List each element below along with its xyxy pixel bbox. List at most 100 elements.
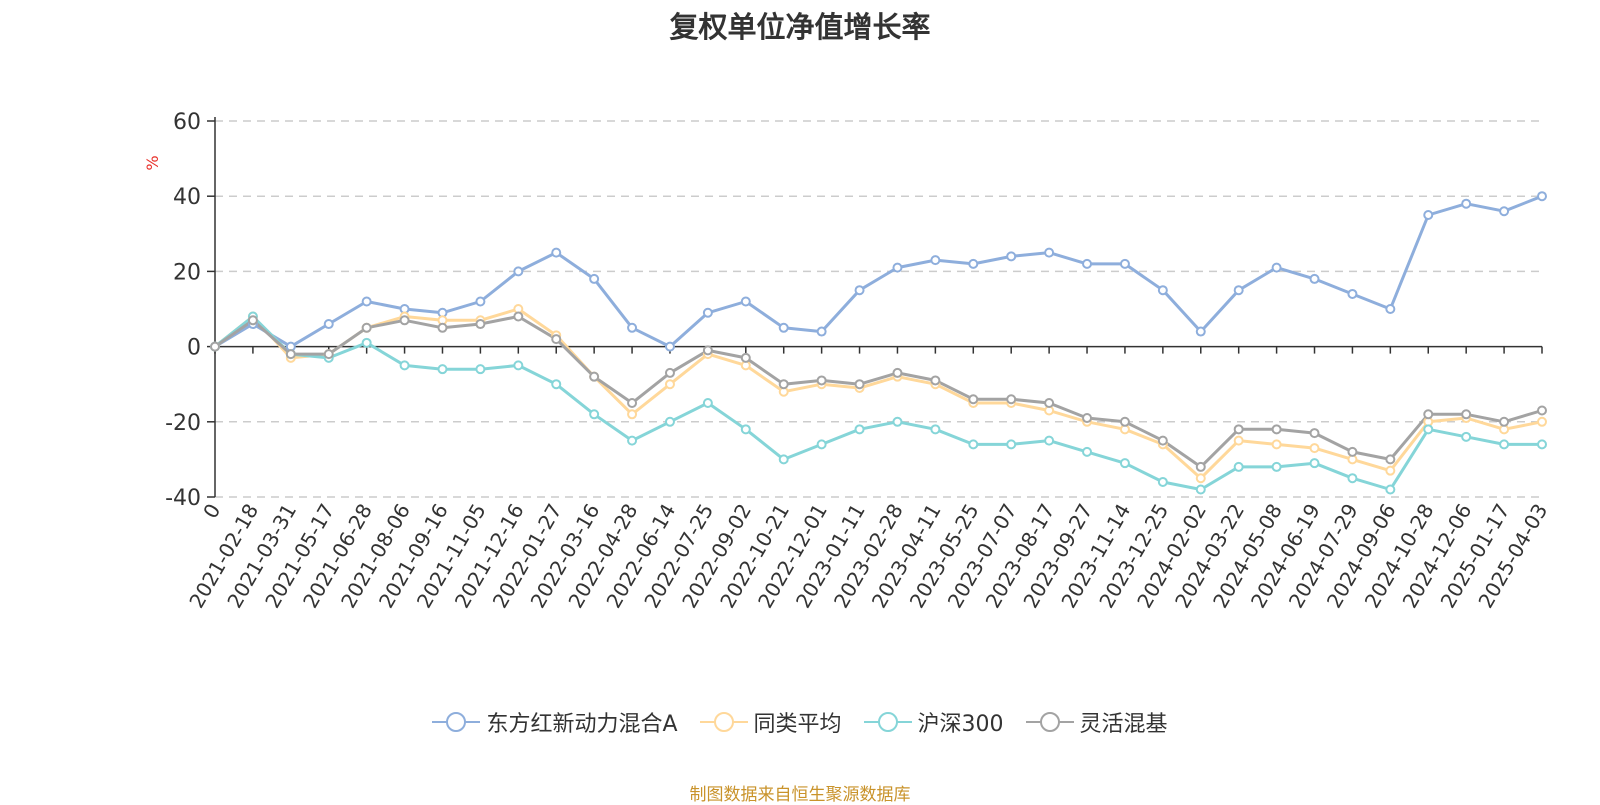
legend-label: 东方红新动力混合A bbox=[486, 712, 678, 737]
series-1-point bbox=[1271, 262, 1282, 273]
series-4-point bbox=[1385, 454, 1396, 465]
series-4-point bbox=[778, 379, 789, 390]
series-line-1 bbox=[214, 194, 1543, 349]
series-4-point bbox=[1537, 405, 1547, 416]
series-4-point bbox=[702, 345, 713, 356]
series-1-point bbox=[968, 258, 979, 269]
series-1-point bbox=[664, 341, 675, 352]
series-3-point bbox=[664, 416, 675, 427]
series-3-point bbox=[968, 439, 979, 450]
series-4-point bbox=[930, 375, 941, 386]
series-3-point bbox=[1044, 435, 1055, 446]
series-1-point bbox=[1347, 288, 1358, 299]
series-4-point bbox=[1347, 446, 1358, 457]
series-3-point bbox=[1233, 461, 1244, 472]
legend: 东方红新动力混合A 同类平均 沪深300 灵活混基 bbox=[0, 706, 1600, 738]
y-axis-label: % bbox=[143, 155, 162, 170]
series-4-point bbox=[399, 315, 410, 326]
series-3-point bbox=[1157, 476, 1168, 487]
series-4-point bbox=[437, 322, 448, 333]
series-4-point bbox=[892, 367, 903, 378]
series-1-point bbox=[1537, 191, 1547, 202]
source-note: 制图数据来自恒生聚源数据库 bbox=[689, 785, 911, 805]
series-4-point bbox=[551, 334, 562, 345]
series-4-point bbox=[1233, 424, 1244, 435]
series-3-point bbox=[437, 364, 448, 375]
y-tick-label: -40 bbox=[165, 486, 201, 511]
series-4-point bbox=[740, 352, 751, 363]
x-tick-label: 0 bbox=[198, 500, 225, 523]
series-3-point bbox=[1385, 484, 1396, 495]
series-3-point bbox=[1461, 431, 1472, 442]
series-1-point bbox=[323, 319, 334, 330]
y-tick-label: -20 bbox=[165, 411, 201, 436]
y-tick-label: 0 bbox=[187, 336, 201, 361]
series-4-point bbox=[1119, 416, 1130, 427]
series-1-point bbox=[702, 307, 713, 318]
series-4-point bbox=[1461, 409, 1472, 420]
series-1-point bbox=[1499, 206, 1510, 217]
series-4-point bbox=[1423, 409, 1434, 420]
series-3-point bbox=[1537, 439, 1547, 450]
legend-item-series-2[interactable]: 同类平均 bbox=[699, 706, 842, 738]
legend-item-series-3[interactable]: 沪深300 bbox=[863, 706, 1004, 738]
series-3-point bbox=[475, 364, 486, 375]
series-1-point bbox=[1385, 304, 1396, 314]
legend-line-circle-icon bbox=[1025, 712, 1074, 732]
series-1-point bbox=[740, 296, 751, 307]
series-3-point bbox=[778, 454, 789, 465]
legend-label: 灵活混基 bbox=[1079, 712, 1168, 737]
series-4-point bbox=[1499, 416, 1510, 427]
series-3-point bbox=[361, 337, 372, 348]
series-2-point bbox=[1233, 435, 1244, 446]
series-4-point bbox=[589, 371, 600, 382]
series-4-point bbox=[247, 315, 258, 326]
series-3-point bbox=[1499, 439, 1510, 450]
series-4-point bbox=[664, 367, 675, 378]
series-2-point bbox=[1537, 416, 1547, 427]
series-4-point bbox=[1157, 435, 1168, 446]
series-4-point bbox=[323, 349, 334, 360]
series-1-point bbox=[513, 266, 524, 277]
series-line-3 bbox=[214, 315, 1542, 491]
series-1-point bbox=[1157, 285, 1168, 296]
series-4-point bbox=[475, 319, 486, 330]
legend-line-circle-icon bbox=[863, 712, 912, 732]
series-1-point bbox=[1423, 210, 1434, 220]
series-1-point bbox=[1044, 247, 1055, 258]
series-3-point bbox=[854, 424, 865, 435]
series-4-point bbox=[1006, 394, 1017, 405]
series-3-point bbox=[740, 424, 751, 435]
series-2-point bbox=[627, 409, 638, 420]
y-tick-label: 20 bbox=[173, 260, 201, 285]
series-3-point bbox=[513, 360, 524, 371]
series-4-point bbox=[1271, 424, 1282, 435]
series-4-point bbox=[1082, 413, 1093, 424]
series-1-point bbox=[1119, 258, 1130, 269]
series-1-point bbox=[1195, 326, 1206, 337]
series-1-point bbox=[1082, 258, 1093, 269]
series-3-point bbox=[1309, 458, 1320, 469]
series-1-point bbox=[778, 322, 789, 333]
series-1-point bbox=[589, 273, 600, 284]
series-4-point bbox=[1044, 398, 1055, 408]
series-1-point bbox=[816, 326, 827, 337]
series-1-point bbox=[627, 322, 638, 333]
series-1-point bbox=[1006, 251, 1017, 262]
series-3-point bbox=[892, 416, 903, 427]
series-1-point bbox=[1309, 273, 1320, 284]
y-tick-label: 40 bbox=[173, 185, 201, 210]
series-1-point bbox=[854, 285, 865, 296]
series-3-point bbox=[702, 398, 713, 408]
series-1-point bbox=[551, 247, 562, 258]
series-4-point bbox=[210, 341, 220, 352]
series-1-point bbox=[1233, 285, 1244, 296]
series-3-point bbox=[1195, 484, 1206, 495]
series-4-point bbox=[627, 398, 638, 408]
series-3-point bbox=[1082, 446, 1093, 457]
series-line-2 bbox=[214, 307, 1543, 480]
series-4-point bbox=[854, 379, 865, 390]
legend-item-series-4[interactable]: 灵活混基 bbox=[1025, 706, 1168, 738]
y-tick-label: 60 bbox=[173, 110, 201, 135]
legend-item-series-1[interactable]: 东方红新动力混合A bbox=[432, 706, 678, 738]
